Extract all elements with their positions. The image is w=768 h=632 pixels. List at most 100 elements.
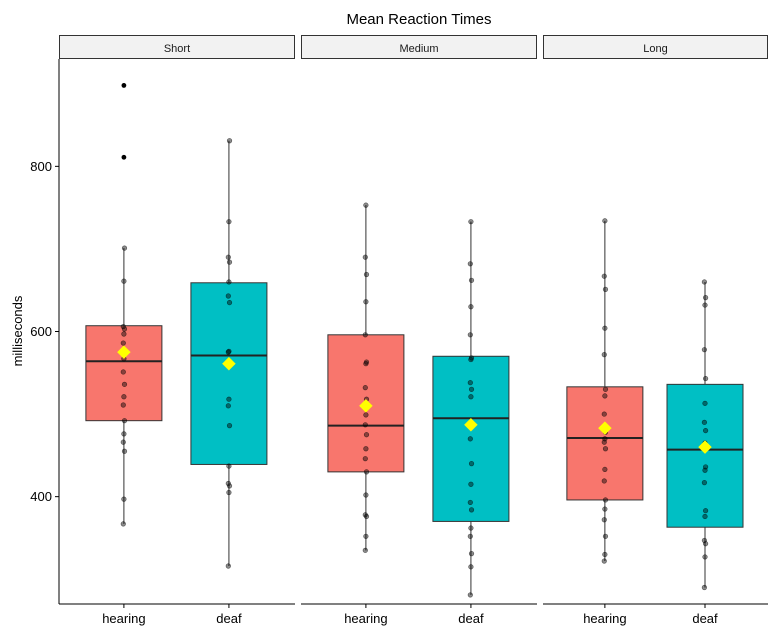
data-point	[602, 533, 609, 539]
y-axis: 400 600 800	[30, 59, 60, 604]
data-point	[362, 512, 368, 518]
data-point	[363, 271, 370, 278]
data-point	[467, 332, 473, 338]
data-point	[121, 448, 128, 454]
data-point	[121, 245, 128, 251]
data-point	[226, 396, 232, 402]
facet-panels: Short hearing deaf Medium hearing deaf Long hea…	[59, 35, 768, 626]
data-point	[121, 326, 128, 332]
data-point	[602, 386, 609, 392]
box-deaf	[666, 279, 744, 591]
data-point	[702, 464, 709, 470]
mean-marker	[464, 417, 478, 432]
x-tick-label-hearing: hearing	[344, 611, 387, 626]
data-point	[602, 497, 609, 503]
facet-strip	[59, 35, 295, 59]
mean-marker	[359, 398, 373, 413]
facet-strip-label: Short	[164, 43, 190, 55]
data-point	[225, 563, 231, 569]
facet-panel-short: Short hearing deaf	[59, 35, 295, 626]
facet-strip-label: Medium	[399, 43, 438, 55]
data-point	[468, 461, 475, 467]
box-iqr	[666, 383, 744, 528]
data-point	[468, 525, 474, 531]
data-point	[701, 347, 708, 353]
data-point	[226, 279, 232, 285]
data-point	[467, 436, 473, 442]
data-point	[467, 261, 473, 267]
facet-panel-medium: Medium hearing deaf	[301, 35, 537, 626]
data-point	[121, 278, 127, 284]
data-point	[467, 499, 473, 506]
data-point	[467, 592, 473, 598]
data-point	[226, 259, 233, 265]
data-point	[468, 507, 475, 513]
data-point	[601, 478, 607, 484]
data-point	[226, 463, 232, 469]
data-point	[363, 299, 369, 305]
data-point	[121, 496, 127, 502]
data-point	[225, 293, 231, 299]
data-point	[362, 547, 368, 553]
data-point	[602, 551, 608, 558]
outlier-point	[121, 154, 127, 160]
y-tick-label-600: 600	[30, 324, 52, 339]
data-point	[121, 418, 128, 424]
data-point	[701, 584, 708, 591]
data-point	[468, 277, 475, 283]
x-tick-label-deaf: deaf	[692, 611, 718, 626]
data-point	[468, 355, 475, 361]
data-point	[602, 436, 608, 442]
data-point	[468, 551, 475, 557]
outlier-point	[121, 83, 127, 88]
data-point	[468, 304, 474, 310]
data-point	[702, 508, 709, 514]
data-point	[362, 456, 368, 462]
data-point	[226, 138, 233, 144]
x-tick-label-deaf: deaf	[216, 611, 242, 626]
data-point	[120, 521, 126, 527]
x-tick-label-hearing: hearing	[583, 611, 626, 626]
data-point	[602, 325, 608, 331]
data-point	[121, 331, 127, 337]
data-point	[363, 446, 369, 452]
data-point	[602, 393, 608, 399]
data-point	[468, 386, 475, 392]
data-point	[467, 533, 473, 539]
data-point	[602, 506, 608, 512]
x-tick-label-hearing: hearing	[102, 611, 145, 626]
box-hearing	[327, 202, 405, 553]
data-point	[226, 423, 233, 429]
facet-strip-label: Long	[643, 43, 667, 55]
data-point	[120, 402, 126, 408]
data-point	[225, 480, 231, 487]
data-point	[225, 403, 231, 409]
data-point	[362, 254, 368, 260]
data-point	[702, 554, 708, 560]
data-point	[601, 273, 607, 279]
data-point	[363, 412, 369, 418]
data-point	[121, 394, 127, 400]
data-point	[120, 340, 126, 346]
box-iqr	[190, 282, 268, 465]
data-point	[226, 483, 233, 489]
y-axis-label: milliseconds	[10, 295, 25, 366]
data-point	[226, 219, 232, 225]
box-iqr	[85, 325, 163, 422]
data-point	[468, 564, 474, 570]
x-tick-label-deaf: deaf	[458, 611, 484, 626]
data-point	[602, 218, 608, 224]
box-deaf	[432, 219, 510, 598]
data-point	[701, 419, 708, 425]
data-point	[120, 323, 126, 330]
data-point	[363, 202, 369, 208]
data-point	[702, 513, 708, 520]
data-point	[701, 279, 708, 285]
data-point	[121, 381, 128, 387]
data-point	[363, 432, 370, 438]
y-tick-label-400: 400	[30, 489, 52, 504]
data-point	[363, 469, 370, 475]
data-point	[121, 431, 127, 437]
data-point	[120, 369, 126, 375]
